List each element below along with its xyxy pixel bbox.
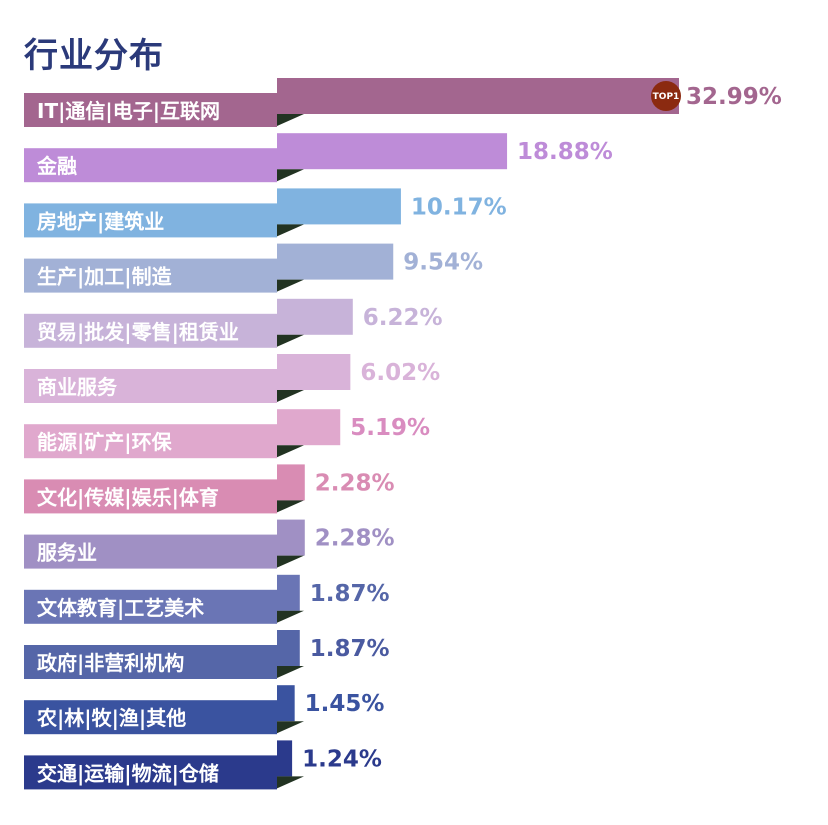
category-label: 政府|非营利机构 (37, 651, 184, 675)
top-badge (651, 81, 681, 111)
category-label: IT|通信|电子|互联网 (37, 99, 220, 123)
bar (277, 574, 300, 611)
value-label: 1.87% (310, 581, 390, 607)
category-label: 贸易|批发|零售|租赁业 (37, 320, 239, 344)
category-label: 房地产|建筑业 (37, 209, 164, 233)
bar-row: 文化|传媒|娱乐|体育 2.28% (24, 464, 395, 514)
bar-fold (277, 721, 304, 734)
bar-row: 政府|非营利机构 1.87% (24, 630, 390, 679)
value-label: 10.17% (411, 194, 507, 220)
chart-title: 行业分布 (24, 36, 164, 76)
bar (277, 685, 295, 722)
bar-fold (277, 610, 304, 623)
value-label: 1.87% (310, 636, 390, 662)
value-label: 1.24% (302, 746, 382, 772)
category-band (24, 148, 277, 183)
bar-row: 农|林|牧|渔|其他 1.45% (24, 685, 385, 735)
bar-fold (277, 445, 304, 458)
bar-fold (277, 279, 304, 292)
value-label: 2.28% (315, 470, 395, 496)
bar-fold (277, 169, 304, 182)
bar (277, 133, 508, 170)
bar-row: 房地产|建筑业 10.17% (24, 188, 507, 238)
category-label: 金融 (36, 154, 77, 178)
bar (277, 740, 293, 777)
bar-fold (277, 776, 304, 789)
category-band (24, 479, 277, 514)
bar (277, 519, 305, 556)
category-band (24, 313, 277, 348)
category-band (24, 203, 277, 238)
value-label: 2.28% (315, 526, 395, 552)
value-label: 9.54% (403, 250, 483, 276)
bar-fold (277, 224, 304, 237)
bar-row: 贸易|批发|零售|租赁业 6.22% (24, 298, 443, 348)
bar-row: 能源|矿产|环保 5.19% (24, 409, 430, 459)
bar-row: 交通|运输|物流|仓储 1.24% (24, 740, 382, 790)
category-band (24, 589, 277, 624)
bar (277, 298, 353, 335)
value-label: 5.19% (350, 415, 430, 441)
bar-row: 服务业 2.28% (24, 519, 395, 569)
category-label: 农|林|牧|渔|其他 (36, 706, 186, 730)
value-label: 6.02% (360, 360, 440, 386)
bar-row: 文体教育|工艺美术 1.87% (24, 574, 390, 624)
value-label: 32.99% (686, 84, 782, 110)
bar-row: 商业服务 6.02% (24, 354, 440, 403)
bar-fold (277, 334, 304, 347)
category-band (24, 755, 277, 790)
bar-fold (277, 500, 304, 513)
top-badge-label: TOP1 (653, 92, 680, 102)
category-band (24, 645, 277, 679)
value-label: 18.88% (517, 139, 613, 165)
category-label: 生产|加工|制造 (37, 265, 173, 289)
value-label: 1.45% (305, 691, 385, 717)
category-label: 交通|运输|物流|仓储 (37, 761, 219, 785)
bar-row: 金融 18.88% (24, 133, 613, 183)
value-label: 6.22% (363, 305, 443, 331)
category-band (24, 369, 277, 403)
bar-row: IT|通信|电子|互联网 TOP1 32.99% (24, 78, 782, 127)
bar-fold (277, 390, 304, 402)
bar (277, 630, 300, 666)
category-band (24, 534, 277, 569)
category-label: 文体教育|工艺美术 (37, 596, 204, 620)
category-band (24, 424, 277, 459)
category-band (24, 93, 277, 127)
category-label: 文化|传媒|娱乐|体育 (37, 485, 219, 509)
bar (277, 464, 305, 501)
bar (277, 78, 679, 114)
bar-fold (277, 666, 304, 678)
bar-row: 生产|加工|制造 9.54% (24, 243, 483, 293)
bar-fold (277, 555, 304, 568)
bar (277, 409, 341, 446)
category-band (24, 700, 277, 735)
category-label: 服务业 (37, 541, 97, 565)
bar (277, 354, 351, 390)
bar (277, 188, 401, 225)
bar-fold (277, 114, 304, 126)
category-label: 能源|矿产|环保 (37, 430, 173, 454)
category-band (24, 258, 277, 293)
category-label: 商业服务 (37, 375, 118, 399)
bar (277, 243, 394, 280)
